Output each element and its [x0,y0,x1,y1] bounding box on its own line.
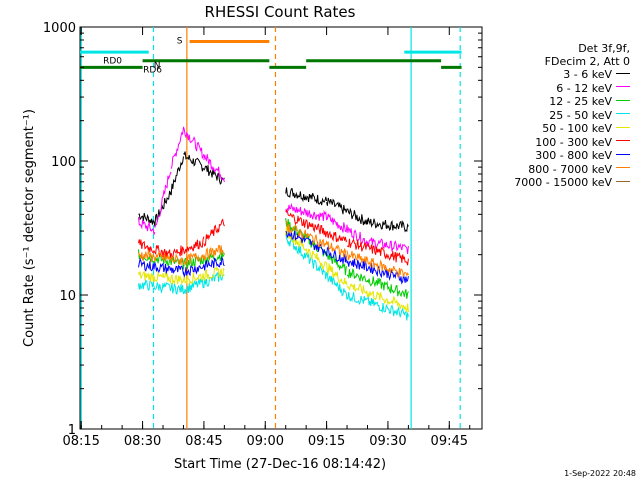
series-line [138,226,409,313]
legend-item-label: 25 - 50 keV [549,108,612,122]
plot-frame [79,26,483,430]
legend-item: 50 - 100 keV [542,122,630,135]
legend-item: 7000 - 15000 keV [514,176,630,189]
legend-item-label: 100 - 300 keV [535,135,612,149]
state-bar-label: RD6 [143,66,162,76]
x-tick-label: 08:45 [185,434,222,449]
legend-item: 800 - 7000 keV [528,163,630,176]
x-axis-label: Start Time (27-Dec-16 08:14:42) [174,457,386,472]
footer-timestamp: 1-Sep-2022 20:48 [564,469,636,478]
legend-header-1: Det 3f,9f, [578,42,630,55]
legend-item-label: 50 - 100 keV [542,122,612,135]
x-tick-label: 09:15 [308,434,345,449]
x-tick-label: 08:30 [124,434,161,449]
legend-swatch [616,153,630,156]
legend-item: 3 - 6 keV [563,68,630,81]
series-line [138,232,409,321]
legend-item: 25 - 50 keV [549,109,630,122]
x-tick-label: 09:45 [431,434,468,449]
x-tick-label: 08:15 [62,434,99,449]
legend-item: 6 - 12 keV [556,82,630,95]
series-line [138,220,409,278]
x-tick-label: 09:00 [247,434,284,449]
legend-swatch [616,167,630,169]
x-axis: 08:15 08:30 08:45 09:00 09:15 09:30 09:45 [62,27,471,449]
legend-swatch [616,180,630,183]
state-bar-label: RD0 [103,56,122,66]
vlines-layer [80,27,461,429]
legend-item-label: 800 - 7000 keV [528,162,612,176]
legend-swatch [616,113,630,115]
series-line [138,151,409,233]
series-line [138,209,409,266]
series-line [138,126,409,254]
legend-swatch [616,126,630,129]
y-tick-label: 1000 [43,21,76,36]
legend-item: 300 - 800 keV [535,149,630,162]
x-tick-label: 09:30 [369,434,406,449]
series-layer [138,126,409,321]
legend-item-label: 3 - 6 keV [563,68,612,81]
legend-item-label: 12 - 25 keV [549,95,612,108]
legend-item: 100 - 300 keV [535,136,630,149]
legend-header-2: FDecim 2, Att 0 [544,55,630,68]
legend-item-label: 7000 - 15000 keV [514,176,612,189]
y-axis: 1 10 100 1000 [43,21,482,438]
legend-swatch [616,86,630,88]
y-tick-label: 100 [51,155,76,170]
series-line [138,230,409,285]
y-axis-label: Count Rate (s⁻¹ detector segment⁻¹) [22,109,37,347]
legend-item: 12 - 25 keV [549,95,630,108]
legend-swatch [616,99,630,102]
state-label: N [154,61,161,71]
state-bar-label: S [177,36,183,46]
legend-swatch [616,140,630,142]
legend-swatch [616,72,630,75]
y-tick-label: 1 [68,423,76,438]
chart-title: RHESSI Count Rates [205,3,356,21]
legend-item-label: 6 - 12 keV [556,81,612,95]
legend-item-label: 300 - 800 keV [535,149,612,162]
y-tick-label: 10 [59,289,76,304]
